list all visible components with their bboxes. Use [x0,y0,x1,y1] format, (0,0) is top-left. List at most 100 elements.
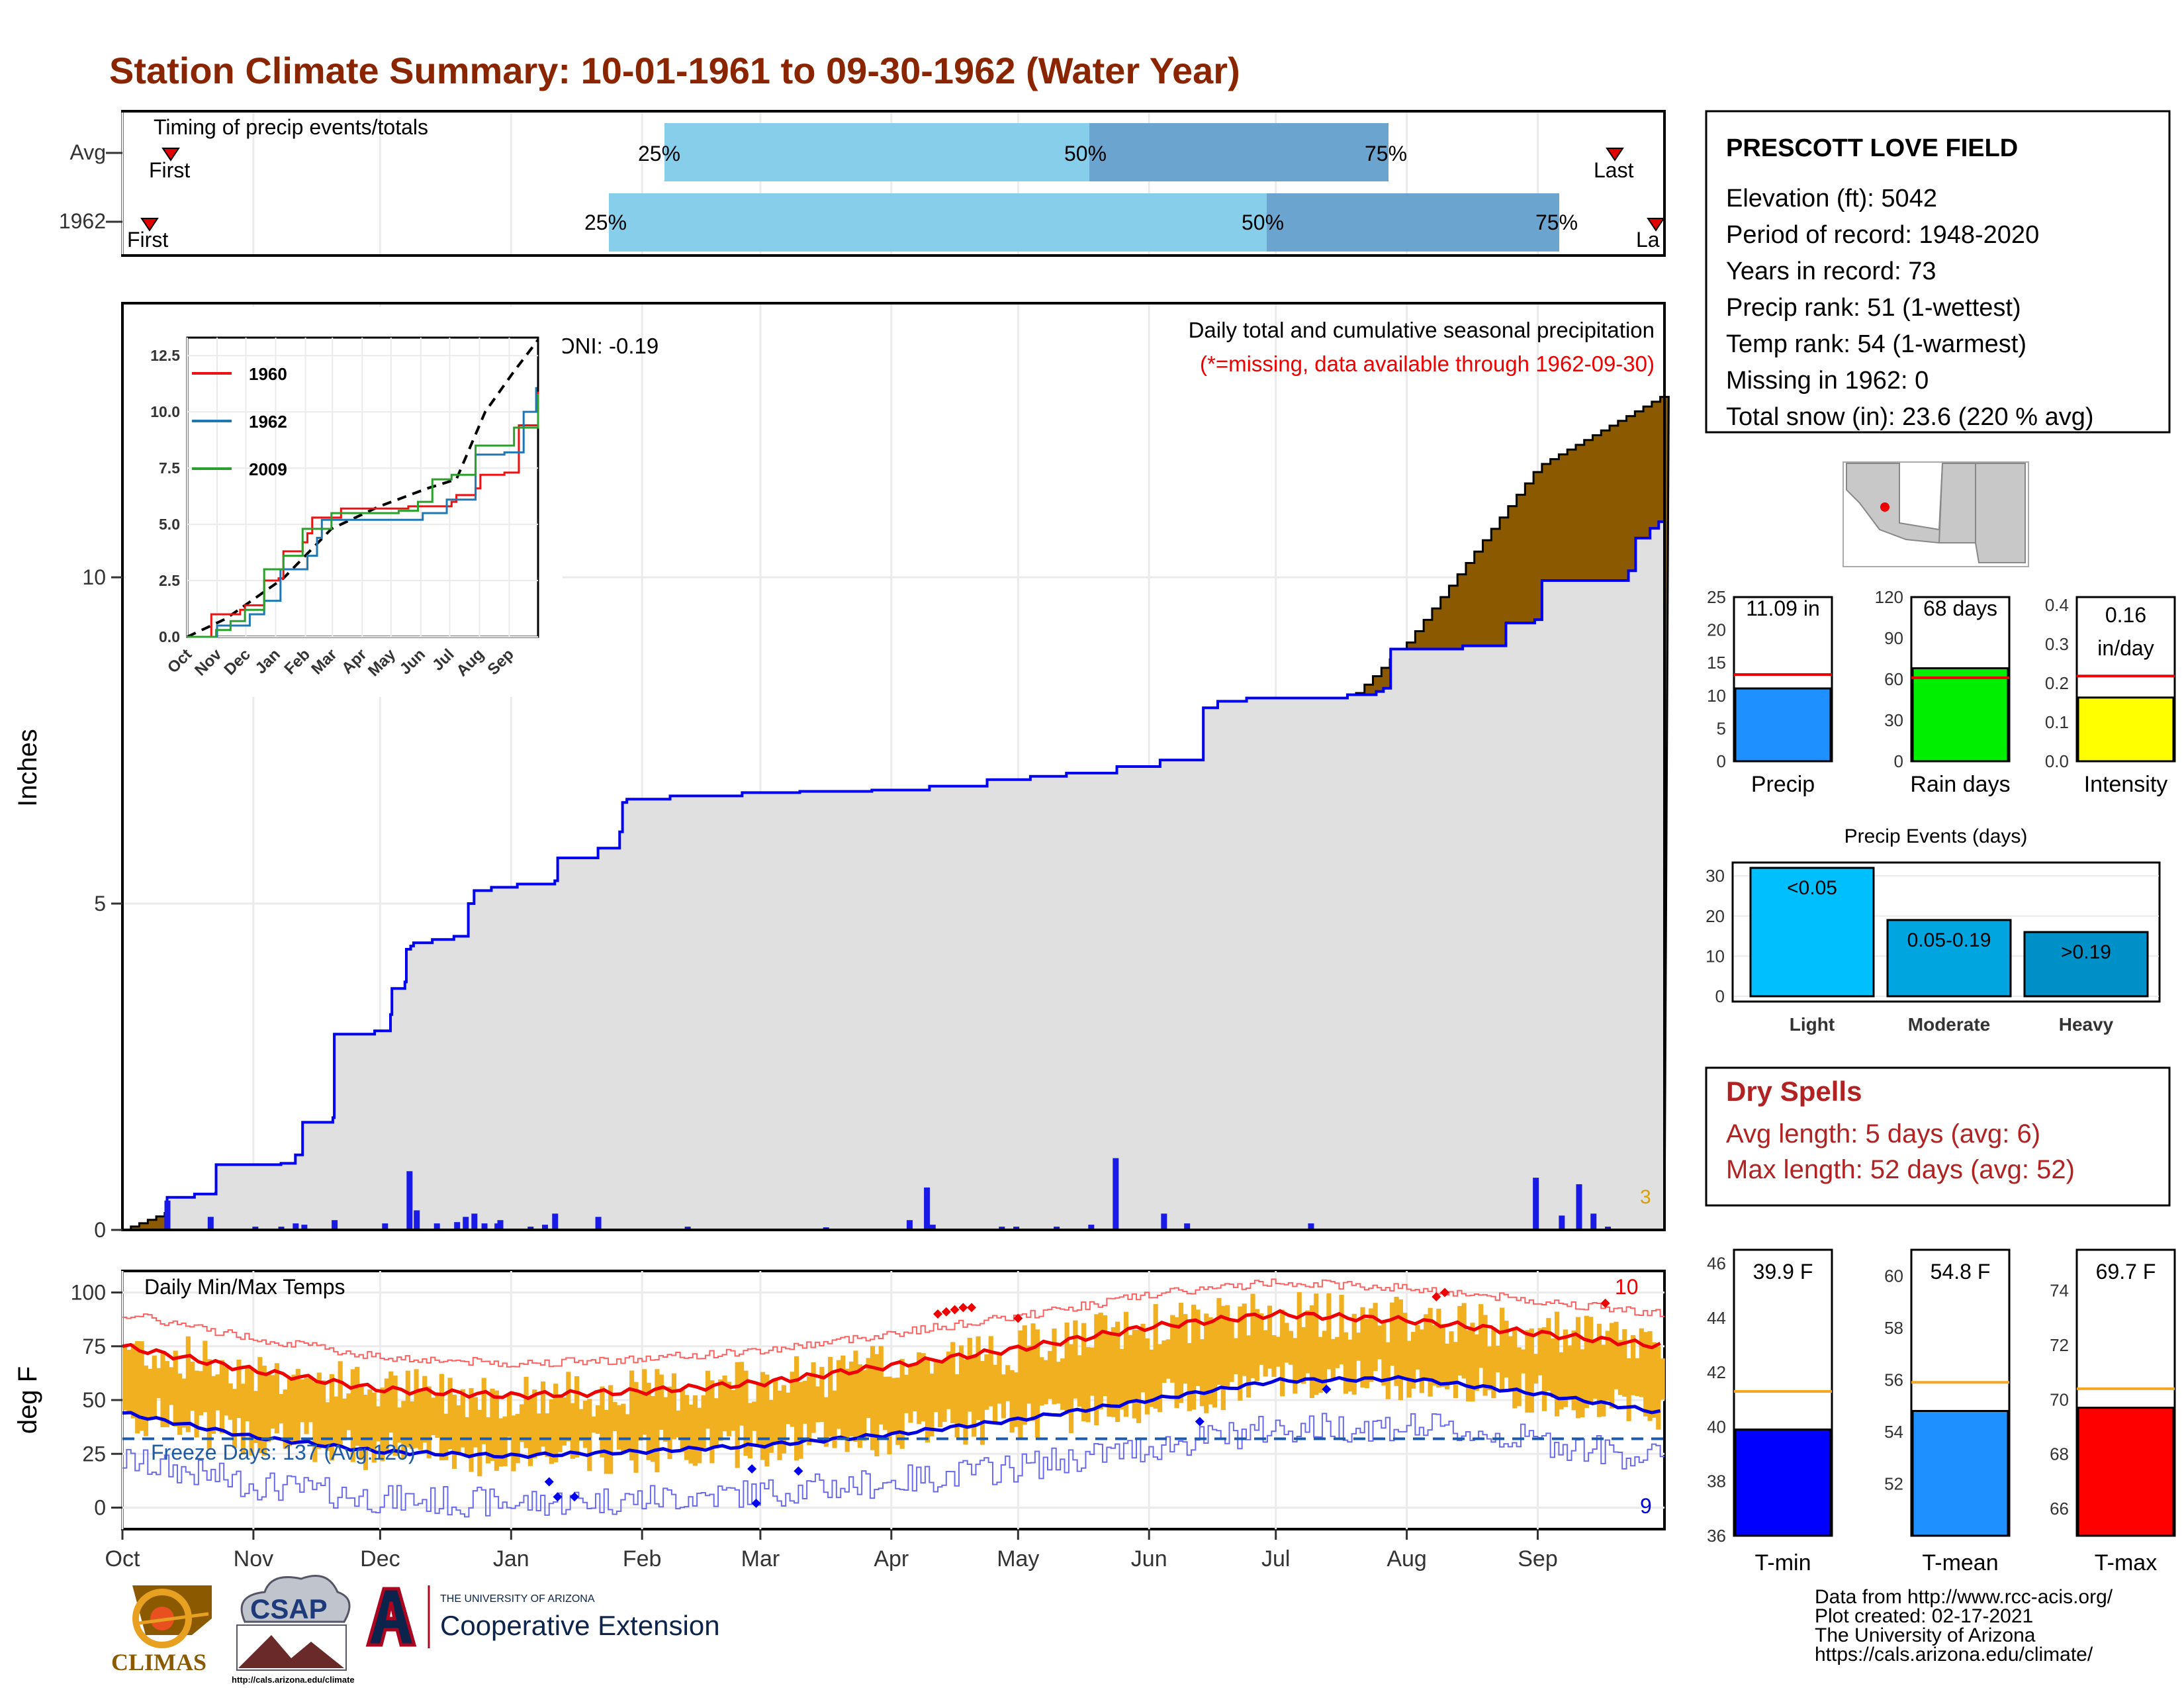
daily-temp-bar [646,1382,651,1460]
climas-logo-text: CLIMAS [111,1649,206,1675]
daily-temp-bar [553,1383,559,1463]
daily-temp-bar [1191,1304,1197,1410]
daily-temp-bar [1111,1327,1116,1417]
daily-temp-bar [304,1378,309,1434]
year-p25-label: 25% [584,211,627,234]
events-bar [1749,867,1875,998]
daily-temp-bar [1567,1345,1572,1399]
dry-spells-avg: Avg length: 5 days (avg: 6) [1726,1119,2040,1149]
temp-bar-value: 54.8 F [1931,1260,1991,1284]
daily-temp-bar [1449,1331,1454,1383]
temp-bar-tick: 52 [1884,1474,1903,1493]
daily-temp-bar [1508,1336,1513,1389]
daily-temp-bar [181,1378,187,1428]
summary-bar-tick: 0.3 [2045,634,2069,654]
daily-temp-bar [574,1376,580,1458]
daily-temp-bar [591,1416,596,1433]
daily-temp-bar [853,1350,858,1442]
daily-temp-bar [701,1395,706,1448]
daily-temp-bar [194,1370,199,1438]
summary-bar-value-unit: in/day [2097,636,2154,660]
summary-bar-label: Rain days [1910,772,2010,797]
temp-bar-value: 39.9 F [1753,1260,1813,1284]
daily-precip-bar [1113,1158,1119,1230]
record-high-marker [958,1303,968,1313]
events-bar-label: <0.05 [1787,877,1837,899]
events-category-label: Moderate [1908,1014,1990,1035]
daily-temp-bar [439,1374,444,1461]
station-line-5: Temp rank: 54 (1-warmest) [1726,330,2026,358]
daily-temp-bar [1424,1314,1429,1380]
temp-y-tick-label: 25 [82,1442,106,1466]
daily-precip-bar [552,1213,559,1230]
month-tick-label: Feb [623,1546,662,1571]
station-line-1: Elevation (ft): 5042 [1726,185,1937,212]
daily-temp-bar [295,1368,300,1442]
daily-precip-bar [278,1227,285,1230]
record-low-marker [544,1477,554,1487]
daily-temp-bar [1009,1370,1015,1433]
avg-bar-50-75 [1089,123,1388,181]
daily-precip-bar [471,1213,478,1230]
daily-temp-bar [811,1362,816,1433]
average-min-line [122,1375,1661,1460]
daily-temp-bar [587,1399,592,1472]
daily-temp-bar [1187,1343,1192,1411]
daily-temp-bar [680,1389,685,1452]
precip-panel-note: (*=missing, data available through 1962-… [1200,352,1655,376]
daily-temp-bar [1048,1350,1053,1399]
station-line-3: Years in record: 73 [1726,258,1936,285]
freeze-days-label: Freeze Days: 137 (Avg:120) [151,1440,416,1464]
inset-y-tick-label: 10.0 [150,403,180,420]
daily-temp-bar [257,1357,263,1453]
events-y-tick: 30 [1706,866,1725,886]
temp-panel-title: Daily Min/Max Temps [144,1275,345,1299]
daily-temp-bar [1157,1344,1163,1413]
daily-temp-bar [240,1383,246,1455]
daily-temp-bar [549,1399,554,1464]
daily-temp-bar [1068,1344,1074,1433]
daily-temp-bar [1246,1335,1251,1398]
daily-temp-bar [933,1359,938,1413]
daily-temp-bar [228,1383,233,1420]
daily-temp-bar [1094,1314,1099,1426]
page-title: Station Climate Summary: 10-01-1961 to 0… [109,50,1240,91]
daily-temp-bar [1280,1309,1285,1397]
daily-precip-bar [164,1200,171,1230]
daily-temp-bar [688,1404,694,1464]
daily-temp-bar [261,1366,267,1456]
station-location-marker [1880,502,1889,512]
daily-temp-bar [1199,1339,1205,1407]
daily-precip-bar [924,1187,931,1230]
daily-temp-bar [1381,1323,1387,1386]
daily-temp-bar [532,1389,537,1458]
daily-temp-bar [401,1401,406,1459]
daily-temp-bar [1060,1358,1066,1410]
daily-temp-bar [1373,1303,1378,1372]
inset-2009-line [187,393,539,638]
daily-temp-bar [1635,1358,1640,1397]
daily-temp-bar [1119,1348,1124,1410]
daily-temp-bar [993,1364,998,1423]
daily-temp-bar [743,1370,749,1456]
daily-temp-bar [878,1346,884,1425]
events-category-label: Heavy [2059,1014,2114,1035]
avg-last-marker-icon [1606,148,1624,162]
temp-bar-label: T-max [2095,1550,2157,1575]
avg-bar-25-50 [664,123,1089,181]
daily-temp-bar [1204,1313,1209,1413]
summary-bar-charts: 0 5 10 15 20 25 11.09 in Precip 0 30 60 90 120 68 day… [1707,587,2176,797]
daily-temp-bar [1559,1352,1564,1409]
precip-panel: Daily total and cumulative seasonal prec… [13,302,1670,1242]
footer-credits: Data from http://www.rcc-acis.org/ Plot … [1815,1586,2113,1665]
timing-title: Timing of precip events/totals [154,115,428,139]
station-line-2: Period of record: 1948-2020 [1726,221,2039,249]
daily-temp-bar [456,1405,461,1454]
daily-temp-bar [692,1395,698,1466]
daily-temp-bar [1284,1323,1289,1363]
daily-temp-bar [1453,1342,1459,1399]
daily-temp-bar [1132,1329,1137,1419]
daily-temp-bar [899,1358,905,1449]
daily-temp-bar [1377,1325,1383,1360]
month-tick-label: May [997,1546,1039,1571]
